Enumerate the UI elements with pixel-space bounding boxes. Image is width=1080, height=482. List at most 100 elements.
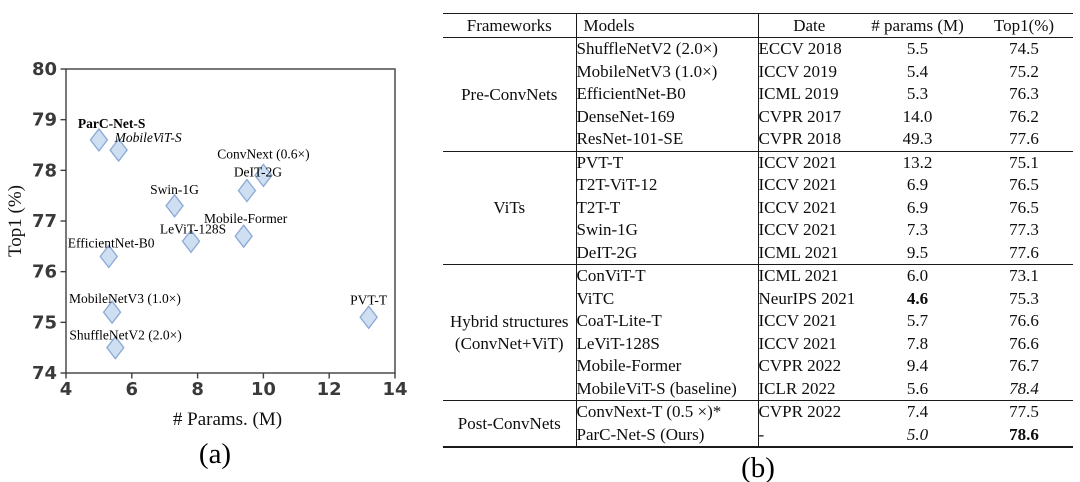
date-cell: - xyxy=(758,424,765,444)
data-point-label: EfficientNet-B0 xyxy=(68,235,155,250)
caption-a: (a) xyxy=(198,438,232,470)
params-cell: 5.0 xyxy=(906,424,929,444)
y-tick-label: 77 xyxy=(32,211,57,232)
data-point-label: ParC-Net-S xyxy=(78,116,145,131)
data-point-diamond xyxy=(165,193,184,218)
top1-cell: 75.1 xyxy=(975,150,1073,174)
table-row: Hybrid structures (ConvNet+ViT) ConViT-T I… xyxy=(443,264,1073,401)
table-row: LeViT-128S ICCV 2021 7.8 76.6 xyxy=(443,332,1073,355)
header-cell: Top1(%) xyxy=(975,13,1073,38)
model-cell: T2T-ViT-12 xyxy=(576,174,759,197)
data-point-label: LeViT-128S xyxy=(160,221,226,236)
data-point-diamond xyxy=(102,300,122,325)
date-cell: ICCV 2021 xyxy=(758,150,860,174)
top1-cell: 75.3 xyxy=(1009,288,1039,308)
comparison-table: Frameworks Models Date # params (M) Top1(%) … xyxy=(443,13,1073,448)
y-tick-label: 75 xyxy=(32,312,57,333)
table-row: T2T-ViT-12 ICCV 2021 6.9 76.5 xyxy=(443,174,1073,197)
data-point-label: ShuffleNetV2 (2.0×) xyxy=(69,328,181,343)
table-row: MobileNetV3 (1.0×) ICCV 2019 5.4 75.2 xyxy=(443,60,1073,83)
date-cell: CVPR 2022 xyxy=(758,356,842,376)
data-point-diamond xyxy=(181,229,201,254)
date-cell: CVPR 2018 xyxy=(758,129,842,149)
top1-cell: 77.6 xyxy=(1009,242,1039,262)
table-row: ParC-Net-S (Ours) - 5.0 78.6 xyxy=(443,423,1073,447)
x-axis-label: # Params. (M) xyxy=(173,409,282,430)
table-row: Mobile-Former CVPR 2022 9.4 76.7 xyxy=(443,355,1073,378)
params-cell: 14.0 xyxy=(902,106,933,126)
params-cell: 9.5 xyxy=(906,242,929,262)
caption-b: (b) xyxy=(741,452,775,482)
table-row: ViTs PVT-T ICCV 2021 13.2 75.1 xyxy=(443,150,1073,265)
data-point-diamond xyxy=(106,335,125,360)
model-cell: EfficientNet-B0 xyxy=(576,83,759,106)
y-tick-label: 76 xyxy=(32,262,57,283)
date-cell: CVPR 2022 xyxy=(758,400,860,424)
date-cell: ICCV 2021 xyxy=(758,220,838,240)
y-tick-label: 74 xyxy=(32,363,57,384)
date-cell: ICML 2019 xyxy=(758,84,839,104)
x-tick-label: 8 xyxy=(191,379,204,400)
model-cell: MobileViT-S (baseline) xyxy=(576,377,759,401)
params-cell: 6.0 xyxy=(860,264,975,288)
x-tick-label: 6 xyxy=(126,379,139,400)
model-cell: CoaT-Lite-T xyxy=(576,310,759,333)
table-row: MobileViT-S (baseline) ICLR 2022 5.6 78.4 xyxy=(443,377,1073,401)
y-tick-label: 80 xyxy=(32,59,57,80)
date-cell: NeurIPS 2021 xyxy=(758,288,856,308)
model-cell: MobileNetV3 (1.0×) xyxy=(576,60,759,83)
data-point-label: DeIT-2G xyxy=(234,165,282,180)
params-cell: 4.6 xyxy=(906,288,929,308)
data-point-label: MobileViT-S xyxy=(114,130,182,145)
model-cell: ResNet-101-SE xyxy=(576,128,759,151)
x-tick-label: 4 xyxy=(60,379,73,400)
data-point-diamond xyxy=(254,163,273,188)
top1-cell: 76.7 xyxy=(1009,356,1039,376)
top1-cell: 76.6 xyxy=(1009,311,1039,331)
top1-cell: 76.5 xyxy=(1009,197,1039,217)
date-cell: CVPR 2017 xyxy=(758,106,842,126)
params-cell: 49.3 xyxy=(902,129,933,149)
model-cell: ConViT-T xyxy=(576,264,759,288)
top1-cell: 75.2 xyxy=(1009,61,1039,81)
params-cell: 6.9 xyxy=(906,175,929,195)
params-cell: 7.4 xyxy=(860,400,975,424)
data-point-diamond xyxy=(99,244,119,269)
x-tick-label: 14 xyxy=(382,379,407,400)
data-point-label: Mobile-Former xyxy=(204,211,288,226)
table-header: Frameworks Models Date # params (M) Top1(%) xyxy=(443,13,1073,38)
top1-cell: 76.6 xyxy=(1009,333,1039,353)
params-cell: 7.3 xyxy=(906,220,929,240)
model-cell: DeIT-2G xyxy=(576,241,759,265)
model-cell: ParC-Net-S (Ours) xyxy=(576,423,759,447)
top1-cell: 77.3 xyxy=(1009,220,1039,240)
top1-cell: 76.5 xyxy=(1009,175,1039,195)
model-cell: Swin-1G xyxy=(576,219,759,242)
table-row: DenseNet-169 CVPR 2017 14.0 76.2 xyxy=(443,105,1073,128)
scatter-panel: 4 6 8 10 12 14 74 75 76 77 78 79 80 # Params. (M) Top1… xyxy=(0,0,440,482)
top1-cell: 74.5 xyxy=(975,37,1073,61)
params-cell: 5.5 xyxy=(860,37,975,61)
x-tick-label: 12 xyxy=(317,379,342,400)
top1-cell: 77.5 xyxy=(975,400,1073,424)
top1-cell: 76.2 xyxy=(1009,106,1039,126)
table-row: ResNet-101-SE CVPR 2018 49.3 77.6 xyxy=(443,128,1073,151)
header-cell: Models xyxy=(576,13,759,38)
table-row: DeIT-2G ICML 2021 9.5 77.6 xyxy=(443,241,1073,265)
table-row: Post-ConvNets ConvNext-T (0.5 ×)* CVPR 202… xyxy=(443,400,1073,447)
date-cell: ICLR 2022 xyxy=(758,378,836,398)
model-cell: ShuffleNetV2 (2.0×) xyxy=(576,37,759,61)
header-row: Frameworks Models Date # params (M) Top1(%) xyxy=(443,13,1073,38)
framework-cell: ViTs xyxy=(443,150,577,265)
scatter-chart: 4 6 8 10 12 14 74 75 76 77 78 79 80 # Params. (M) Top1… xyxy=(5,59,408,430)
x-tick-label: 10 xyxy=(251,379,276,400)
date-cell: ICCV 2021 xyxy=(758,311,838,331)
model-cell: LeViT-128S xyxy=(576,332,759,355)
params-cell: 7.8 xyxy=(906,333,929,353)
framework-cell: Post-ConvNets xyxy=(443,400,577,447)
data-point-diamond xyxy=(89,127,109,152)
data-point-label: PVT-T xyxy=(350,292,388,307)
date-cell: ICML 2021 xyxy=(758,242,839,262)
params-cell: 5.3 xyxy=(906,84,929,104)
